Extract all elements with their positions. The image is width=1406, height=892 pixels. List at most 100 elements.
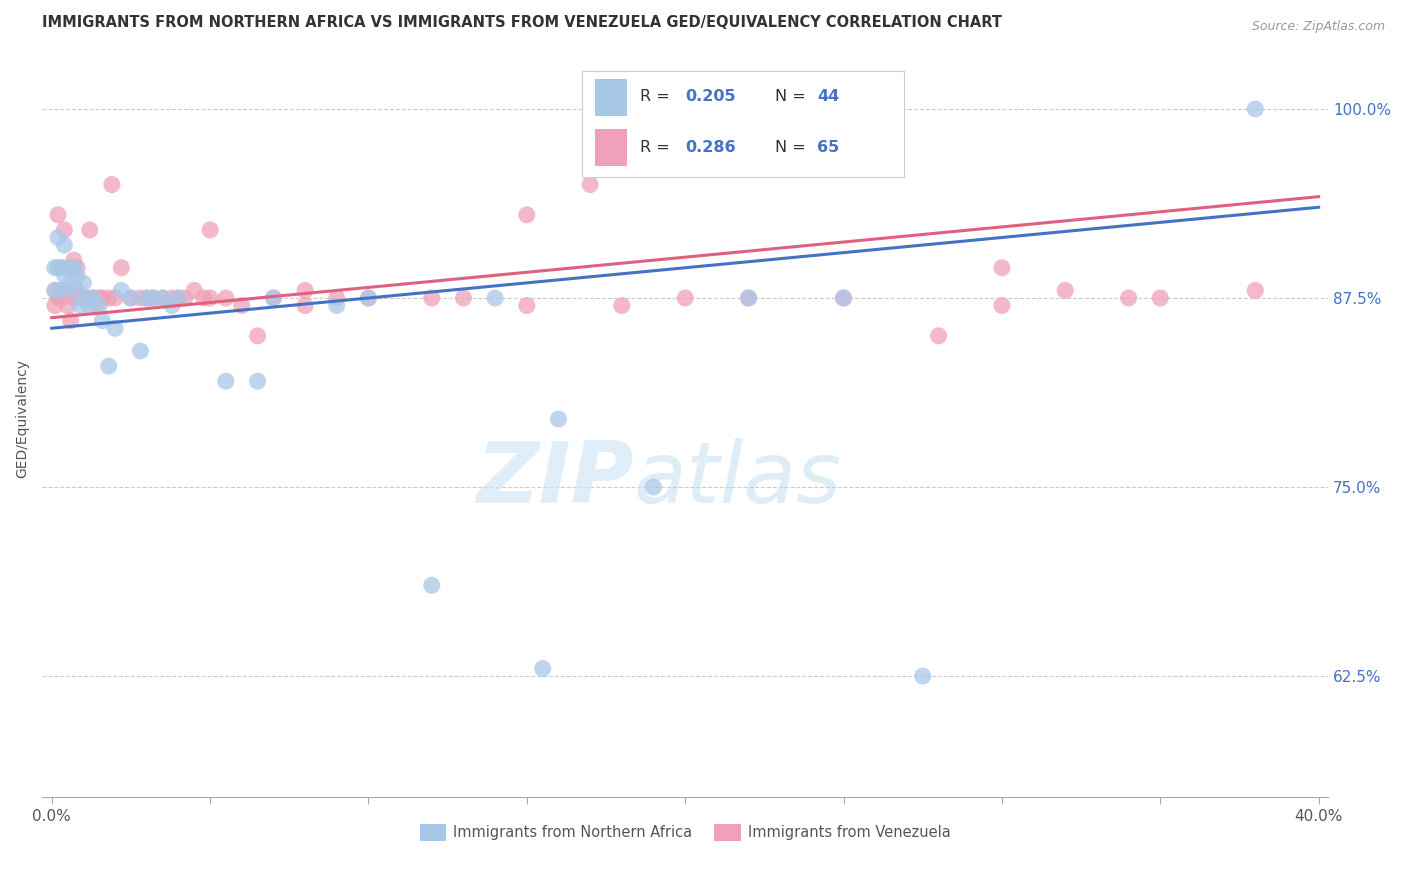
Y-axis label: GED/Equivalency: GED/Equivalency <box>15 359 30 478</box>
Point <box>231 299 253 313</box>
Point <box>1149 291 1171 305</box>
Point <box>59 260 82 275</box>
Point <box>69 299 91 313</box>
Point <box>135 291 157 305</box>
Point <box>53 268 76 283</box>
Point <box>104 321 127 335</box>
Point <box>59 314 82 328</box>
Point <box>44 260 66 275</box>
Point <box>84 299 107 313</box>
Point <box>1118 291 1140 305</box>
Point <box>246 328 269 343</box>
Point <box>79 223 101 237</box>
Point <box>91 314 114 328</box>
Text: Source: ZipAtlas.com: Source: ZipAtlas.com <box>1251 20 1385 33</box>
Point <box>215 291 238 305</box>
Point <box>326 299 349 313</box>
Point <box>110 284 132 298</box>
Point <box>357 291 380 305</box>
Point <box>160 291 183 305</box>
Point <box>516 208 538 222</box>
Point <box>579 178 602 192</box>
Point <box>46 291 69 305</box>
Point <box>51 291 73 305</box>
Point <box>63 260 86 275</box>
Point <box>832 291 855 305</box>
Point <box>76 291 98 305</box>
Point <box>420 291 443 305</box>
Point <box>120 291 142 305</box>
Point <box>183 284 205 298</box>
Point <box>643 480 665 494</box>
Point <box>294 299 316 313</box>
Point <box>142 291 165 305</box>
Text: ZIP: ZIP <box>477 438 634 521</box>
Point <box>991 299 1014 313</box>
Point <box>66 268 89 283</box>
Point <box>69 291 91 305</box>
Point <box>82 291 104 305</box>
Legend: Immigrants from Northern Africa, Immigrants from Venezuela: Immigrants from Northern Africa, Immigra… <box>413 818 956 847</box>
Point <box>262 291 284 305</box>
Point <box>53 223 76 237</box>
Point <box>44 299 66 313</box>
Point <box>737 291 759 305</box>
Point <box>53 238 76 252</box>
Point <box>97 291 120 305</box>
Text: atlas: atlas <box>634 438 842 521</box>
Point <box>82 291 104 305</box>
Point <box>46 208 69 222</box>
Point <box>911 669 934 683</box>
Point <box>152 291 174 305</box>
Point <box>484 291 506 305</box>
Point <box>1244 284 1267 298</box>
Point <box>262 291 284 305</box>
Point <box>135 291 157 305</box>
Point <box>97 359 120 373</box>
Point <box>516 299 538 313</box>
Point <box>63 291 86 305</box>
Point <box>89 299 111 313</box>
Point <box>44 284 66 298</box>
Point <box>357 291 380 305</box>
Point <box>72 291 94 305</box>
Point <box>63 284 86 298</box>
Point <box>110 260 132 275</box>
Text: IMMIGRANTS FROM NORTHERN AFRICA VS IMMIGRANTS FROM VENEZUELA GED/EQUIVALENCY COR: IMMIGRANTS FROM NORTHERN AFRICA VS IMMIG… <box>42 15 1002 30</box>
Point <box>56 299 79 313</box>
Point <box>101 178 124 192</box>
Point <box>737 291 759 305</box>
Point <box>193 291 215 305</box>
Point <box>991 260 1014 275</box>
Point <box>129 343 152 358</box>
Point <box>198 223 221 237</box>
Point <box>453 291 475 305</box>
Point <box>198 291 221 305</box>
Point <box>91 291 114 305</box>
Point <box>51 260 73 275</box>
Point <box>160 299 183 313</box>
Point <box>246 374 269 388</box>
Point <box>326 291 349 305</box>
Point <box>928 328 950 343</box>
Point <box>294 284 316 298</box>
Point <box>89 291 111 305</box>
Point <box>53 284 76 298</box>
Point <box>142 291 165 305</box>
Point <box>72 276 94 290</box>
Point <box>167 291 190 305</box>
Point <box>66 260 89 275</box>
Point <box>51 284 73 298</box>
Point <box>56 260 79 275</box>
Point <box>1244 102 1267 116</box>
Point <box>531 661 554 675</box>
Point <box>63 253 86 268</box>
Point <box>832 291 855 305</box>
Point <box>59 276 82 290</box>
Point <box>51 260 73 275</box>
Point <box>66 284 89 298</box>
Point <box>46 230 69 244</box>
Point <box>215 374 238 388</box>
Point <box>44 284 66 298</box>
Point <box>120 291 142 305</box>
